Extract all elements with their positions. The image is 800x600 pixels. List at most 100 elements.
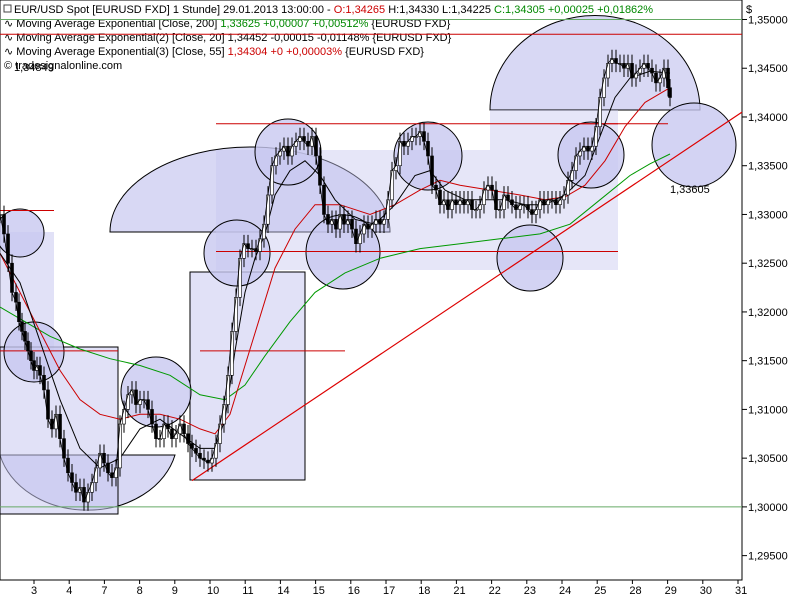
price-candle [94, 467, 98, 483]
price-candle [222, 404, 226, 425]
header-box-icon [3, 4, 12, 13]
x-tick-label: 25 [594, 585, 606, 597]
x-tick-label: 28 [629, 585, 641, 597]
circle-marker-9 [557, 121, 625, 189]
price-candle [594, 126, 598, 147]
price-candle [570, 170, 574, 181]
x-tick-label: 24 [559, 585, 571, 597]
price-candle [29, 350, 33, 361]
price-candle [62, 438, 66, 459]
price-candle [20, 321, 24, 332]
price-candle [666, 67, 670, 89]
y-tick-label: 1,35000 [748, 14, 788, 26]
price-candle [234, 297, 238, 332]
marker-value-label: 1,34849 [14, 62, 54, 74]
price-candle [102, 452, 106, 464]
x-tick-label: 16 [348, 585, 360, 597]
y-tick-label: 1,32500 [748, 258, 788, 270]
price-candle [126, 394, 130, 410]
price-candle [70, 472, 74, 483]
price-candle [114, 467, 118, 478]
x-tick-label: 11 [242, 585, 253, 597]
y-tick-label: 1,30500 [748, 453, 788, 465]
price-candle [0, 214, 2, 216]
price-candle [262, 223, 266, 240]
price-candle [182, 423, 186, 435]
price-candle [118, 423, 122, 469]
price-candle [502, 194, 506, 210]
y-tick-label: 1,31000 [748, 404, 788, 416]
x-tick-label: 3 [31, 585, 37, 597]
price-candle [90, 482, 94, 493]
trend-line [191, 111, 743, 482]
header-low: L:1,34225 [442, 4, 491, 16]
price-candle [274, 155, 278, 167]
x-tick-label: 15 [313, 585, 325, 597]
price-candle [314, 136, 318, 157]
header-close: C:1,34305 +0,00025 +0,01862% [494, 4, 653, 16]
price-candle [214, 443, 218, 459]
y-tick-label: 1,34500 [748, 63, 788, 75]
arc-zone-top [489, 15, 701, 111]
header-line: EUR/USD Spot [EURUSD FXD] 1 Stunde] 29.0… [14, 4, 653, 16]
y-tick-label: 1,32000 [748, 307, 788, 319]
x-tick-label: 21 [453, 585, 465, 597]
price-candle [574, 155, 578, 171]
price-candle [426, 141, 430, 157]
price-candle [606, 63, 610, 79]
y-tick-label: 1,31500 [748, 356, 788, 368]
header-high: H:1,34330 [388, 4, 439, 16]
x-tick-label: 18 [418, 585, 430, 597]
price-candle [386, 199, 390, 220]
circle-marker-1 [0, 208, 45, 258]
price-candle [14, 292, 18, 303]
price-candle [602, 77, 606, 98]
price-candle [270, 165, 274, 196]
price-candle [66, 457, 70, 474]
copyright-text: © tradesignalonline.com [4, 60, 122, 72]
x-tick-label: 8 [137, 585, 143, 597]
x-tick-label: 29 [665, 585, 677, 597]
price-candle [146, 399, 150, 410]
x-tick-label: 17 [383, 585, 395, 597]
price-candle [150, 409, 154, 425]
price-candle [430, 155, 434, 186]
price-candle [630, 63, 634, 79]
price-candle [2, 214, 6, 235]
price-line [0, 57, 671, 504]
price-candle [162, 423, 166, 439]
x-tick-label: 4 [66, 585, 72, 597]
series-layer [0, 49, 672, 511]
price-candle [154, 423, 158, 439]
y-tick-label: 1,33500 [748, 161, 788, 173]
price-candle [226, 374, 230, 405]
price-candle [598, 97, 602, 128]
price-candle [398, 141, 402, 167]
price-candle [218, 423, 222, 444]
ema200-line [0, 153, 671, 401]
chart-header: EUR/USD Spot [EURUSD FXD] 1 Stunde] 29.0… [3, 4, 653, 72]
circle-marker-10 [651, 102, 737, 188]
price-candle [38, 365, 42, 376]
price-candle [178, 423, 182, 435]
price-candle [266, 194, 270, 225]
price-candle [46, 389, 50, 420]
price-candle [58, 413, 62, 439]
price-candle [86, 491, 90, 503]
price-candle [350, 219, 354, 230]
price-candle [186, 433, 190, 444]
y-tick-label: 1,33000 [748, 209, 788, 221]
y-axis: 1,35000 1,34500 1,34000 1,33500 1,33000 1,325… [742, 14, 788, 563]
x-tick-label: 30 [700, 585, 712, 597]
y-tick-label: 1,30000 [748, 502, 788, 514]
price-candle [230, 331, 234, 376]
header-open: O:1,34265 [334, 4, 385, 16]
price-candle [258, 238, 262, 252]
legend-ema20: ∿ Moving Average Exponential(2) [Close, … [4, 32, 452, 44]
price-candle [42, 374, 46, 391]
x-tick-label: 7 [101, 585, 107, 597]
y-tick-label: 1,34000 [748, 112, 788, 124]
price-candle [470, 199, 474, 210]
